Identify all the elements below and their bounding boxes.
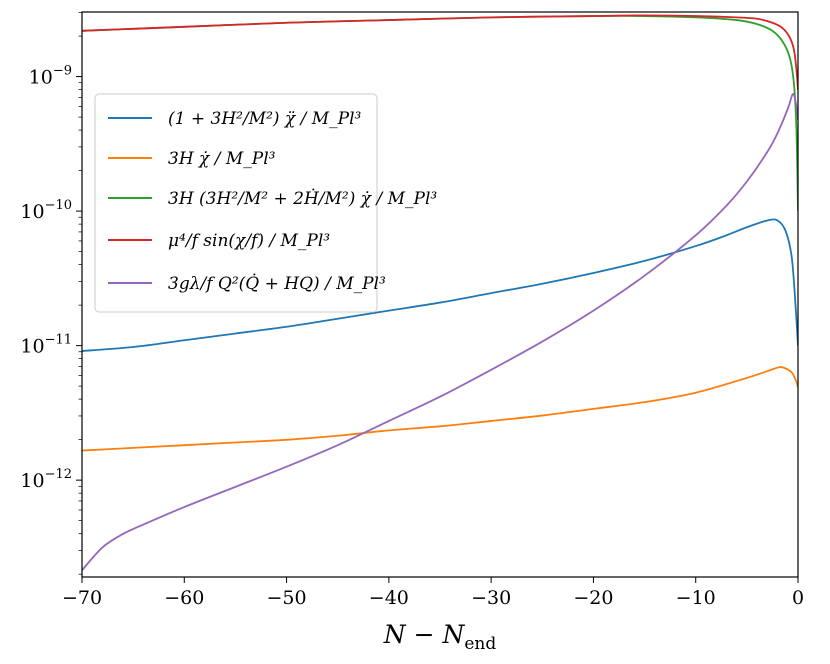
legend-label-2: 3H χ̇ / M_Pl³ bbox=[168, 149, 276, 169]
y-tick-label: 10−9 bbox=[29, 64, 72, 89]
series-line-4 bbox=[82, 14, 798, 91]
x-tick-label: −60 bbox=[164, 587, 204, 609]
x-tick-label: −20 bbox=[573, 587, 613, 609]
legend-label-3: 3H (3H²/M² + 2Ḣ/M²) χ̇ / M_Pl³ bbox=[168, 188, 437, 209]
x-axis-title-main: N − N bbox=[383, 620, 466, 649]
legend: (1 + 3H²/M²) χ̈ / M_Pl³ 3H χ̇ / M_Pl³ 3H (… bbox=[94, 93, 437, 313]
x-tick-label: 0 bbox=[792, 587, 804, 609]
series-line-5 bbox=[82, 93, 798, 571]
legend-label-5: 3gλ/f Q²(Q̇ + HQ) / M_Pl³ bbox=[168, 274, 386, 294]
series-line-1 bbox=[82, 218, 798, 352]
x-tick-label: −40 bbox=[369, 587, 409, 609]
y-axis: 10−12 10−11 10−10 10−9 bbox=[20, 12, 82, 575]
x-axis: −70 −60 −50 −40 −30 −20 −10 0 bbox=[62, 577, 804, 609]
series-layer bbox=[82, 14, 798, 571]
legend-label-4: μ⁴/f sin(χ/f) / M_Pl³ bbox=[168, 231, 330, 251]
y-tick-label: 10−12 bbox=[20, 467, 72, 492]
y-tick-label: 10−10 bbox=[20, 198, 72, 223]
x-tick-label: −50 bbox=[267, 587, 307, 609]
x-tick-label: −10 bbox=[676, 587, 716, 609]
series-line-2 bbox=[82, 366, 798, 452]
x-axis-title-subscript: end bbox=[464, 634, 496, 654]
x-axis-title: N − Nend bbox=[383, 620, 497, 654]
x-tick-label: −70 bbox=[62, 587, 102, 609]
y-tick-label: 10−11 bbox=[20, 333, 72, 358]
legend-label-1: (1 + 3H²/M²) χ̈ / M_Pl³ bbox=[168, 109, 362, 129]
x-tick-label: −30 bbox=[471, 587, 511, 609]
plot-area-frame bbox=[81, 11, 799, 578]
legend-frame bbox=[94, 93, 378, 313]
